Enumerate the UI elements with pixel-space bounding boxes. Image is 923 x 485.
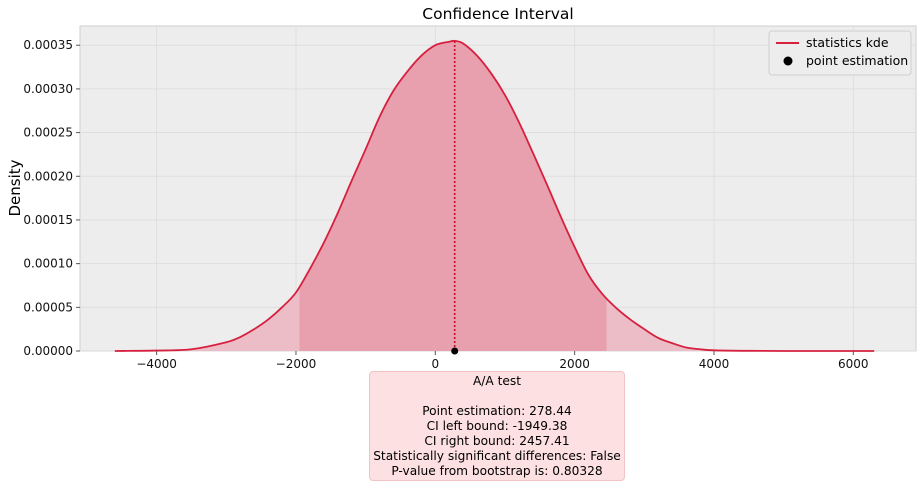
y-tick-label: 0.00030 — [23, 82, 73, 96]
x-axis-ticks: −4000 −2000 0 2000 4000 6000 — [136, 351, 869, 370]
p-value-text: P-value from bootstrap is: 0.80328 — [391, 464, 603, 478]
x-tick-label: −2000 — [276, 357, 317, 370]
point-estimation-text: Point estimation: 278.44 — [422, 404, 572, 418]
chart-title: Confidence Interval — [422, 5, 573, 23]
y-tick-label: 0.00020 — [23, 169, 73, 183]
y-tick-label: 0.00035 — [23, 38, 73, 52]
ci-right-bound-text: CI right bound: 2457.41 — [424, 434, 570, 448]
legend-point-swatch — [783, 56, 793, 66]
test-summary-heading: A/A test — [472, 374, 522, 388]
significance-text: Statistically significant differences: F… — [373, 449, 621, 463]
confidence-interval-chart: −4000 −2000 0 2000 4000 6000 0.000000.000050.… — [6, 5, 917, 370]
legend-point-label: point estimation — [806, 53, 908, 68]
x-tick-label: −4000 — [136, 357, 177, 370]
x-tick-label: 2000 — [559, 357, 590, 370]
x-tick-label: 4000 — [699, 357, 730, 370]
y-tick-label: 0.00005 — [23, 300, 73, 314]
y-tick-label: 0.00015 — [23, 213, 73, 227]
point-estimation-marker — [451, 347, 459, 355]
legend: statistics kde point estimation — [768, 30, 912, 76]
ci-left-bound-text: CI left bound: -1949.38 — [426, 419, 568, 433]
test-summary-spacer — [370, 389, 624, 404]
y-tick-label: 0.00000 — [23, 344, 73, 358]
legend-kde-label: statistics kde — [806, 35, 889, 50]
legend-box — [768, 30, 912, 76]
y-axis-label: Density — [6, 159, 24, 216]
y-tick-label: 0.00025 — [23, 126, 73, 140]
kde-curve — [114, 39, 875, 352]
test-summary-box: A/A test Point estimation: 278.44 CI lef… — [369, 371, 625, 481]
x-tick-label: 0 — [431, 357, 439, 370]
x-tick-label: 6000 — [838, 357, 869, 370]
confidence-interval-fill — [299, 40, 607, 351]
y-axis-ticks: 0.00000 0.00005 0.00010 0.00015 0.00020 0.000… — [23, 38, 80, 358]
y-tick-label: 0.00010 — [23, 257, 73, 271]
